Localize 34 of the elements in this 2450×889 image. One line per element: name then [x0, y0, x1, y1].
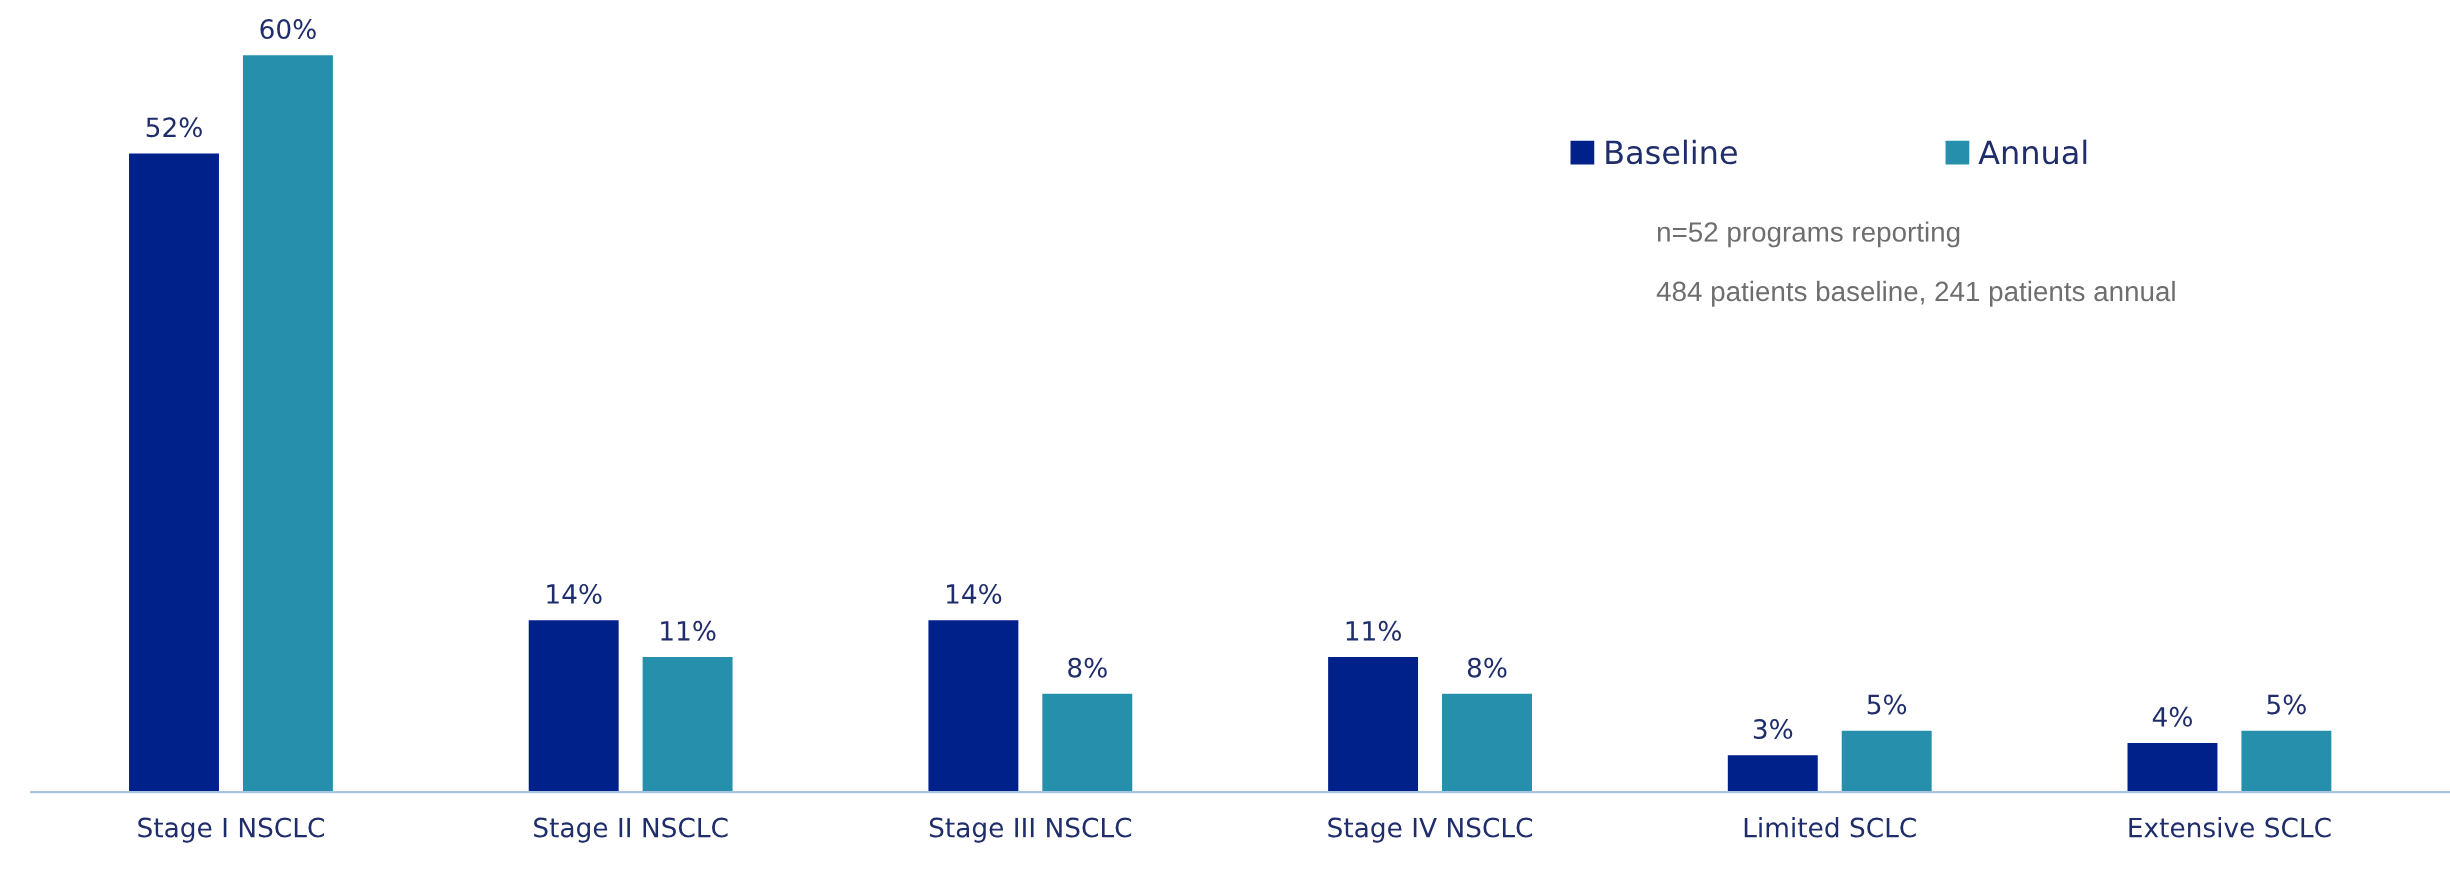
bar	[1727, 755, 1818, 793]
data-label: 4%	[2152, 706, 2192, 727]
bar	[928, 620, 1019, 793]
annotation: n=52 programs reporting	[1657, 221, 1960, 248]
bar	[1841, 730, 1932, 793]
data-label: 11%	[661, 620, 716, 641]
data-label: 11%	[1346, 620, 1401, 641]
data-label: 8%	[1068, 657, 1107, 678]
bar	[1328, 657, 1419, 793]
x-tick-label: Extensive SCLC	[2129, 817, 2331, 838]
data-label: 8%	[1467, 657, 1507, 678]
data-label: 14%	[946, 583, 1002, 604]
bar	[642, 657, 733, 793]
data-label: 14%	[547, 583, 602, 604]
x-tick-label: Stage IV NSCLC	[1328, 817, 1533, 843]
data-label: 52%	[146, 117, 202, 138]
annotation: 484 patients baseline, 241 patients annual	[1656, 280, 2175, 307]
bar	[242, 55, 333, 793]
legend-label: Annual	[1978, 139, 2087, 165]
legend-label: Baseline	[1606, 139, 1737, 165]
data-label: 3%	[1753, 719, 1793, 740]
bar	[528, 620, 619, 793]
x-tick-label: Limited SCLC	[1744, 817, 1916, 838]
data-label: 5%	[1867, 694, 1907, 715]
bar	[2127, 742, 2218, 793]
bar	[129, 153, 219, 793]
data-label: 5%	[2267, 694, 2306, 715]
x-tick-label: Stage II NSCLC	[534, 817, 728, 843]
bar	[1442, 693, 1532, 793]
bar	[1042, 693, 1133, 793]
data-label: 60%	[260, 19, 316, 40]
x-tick-label: Stage I NSCLC	[138, 817, 324, 843]
x-tick-label: Stage III NSCLC	[929, 817, 1132, 843]
bar	[2241, 730, 2332, 793]
